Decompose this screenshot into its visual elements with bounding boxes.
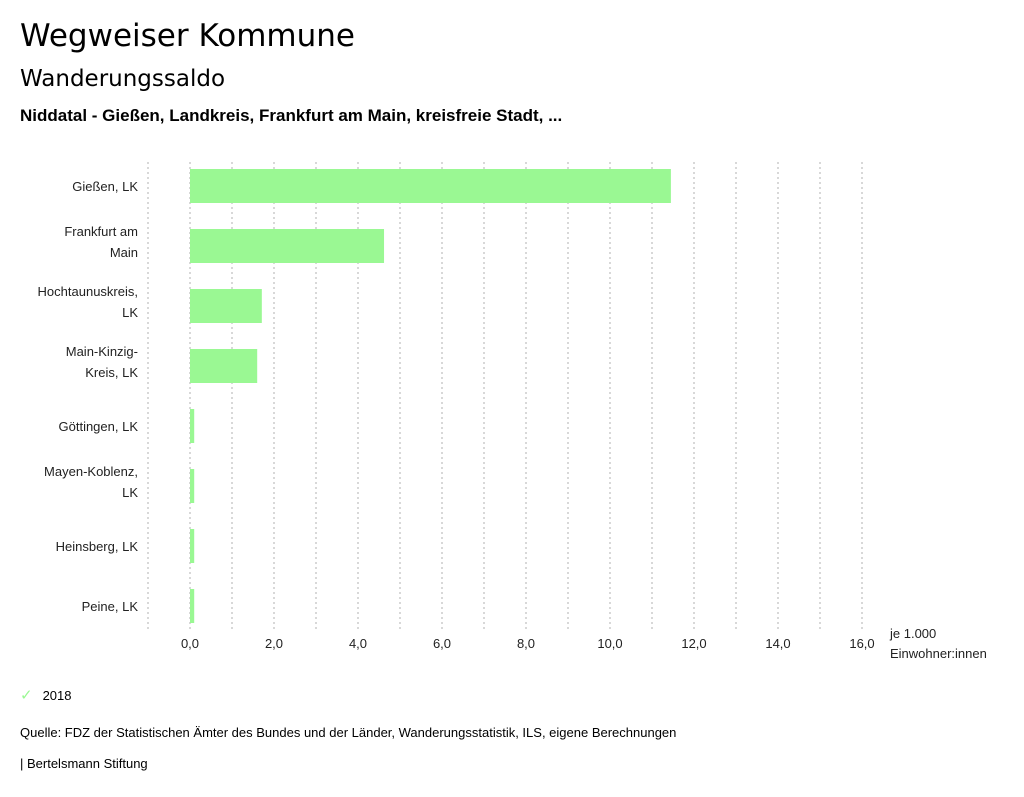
category-label: Kreis, LK bbox=[85, 365, 138, 380]
category-label: Main-Kinzig- bbox=[66, 344, 138, 359]
x-axis-label: Einwohner:innen bbox=[890, 646, 987, 661]
bar bbox=[190, 229, 385, 263]
bar-chart: 0,0 2,0 4,0 6,0 8,0 10,0 12,0 14,0 16,0 je 1.000 E… bbox=[38, 162, 987, 661]
check-icon: ✓ bbox=[20, 687, 33, 704]
x-tick-label: 2,0 bbox=[265, 636, 283, 651]
x-tick-label: 8,0 bbox=[517, 636, 535, 651]
indicator-title: Wanderungssaldo bbox=[20, 66, 226, 92]
x-tick-label: 16,0 bbox=[849, 636, 874, 651]
bar bbox=[190, 409, 195, 443]
x-tick-label: 4,0 bbox=[349, 636, 367, 651]
region-title: Niddatal - Gießen, Landkreis, Frankfurt … bbox=[20, 106, 563, 125]
bar bbox=[190, 289, 262, 323]
x-tick-label: 14,0 bbox=[765, 636, 790, 651]
page-title: Wegweiser Kommune bbox=[20, 18, 355, 54]
category-label: Hochtaunuskreis, bbox=[38, 284, 138, 299]
x-tick-label: 0,0 bbox=[181, 636, 199, 651]
bar bbox=[190, 469, 195, 503]
category-label: Göttingen, LK bbox=[59, 419, 139, 434]
category-label: Gießen, LK bbox=[72, 179, 138, 194]
legend-label: 2018 bbox=[42, 687, 72, 703]
category-label: Frankfurt am bbox=[64, 224, 138, 239]
bar bbox=[190, 589, 195, 623]
category-label: Mayen-Koblenz, bbox=[44, 464, 138, 479]
category-label: Peine, LK bbox=[82, 599, 139, 614]
x-tick-label: 10,0 bbox=[597, 636, 622, 651]
category-label: LK bbox=[122, 305, 138, 320]
bar bbox=[190, 529, 195, 563]
category-label: Heinsberg, LK bbox=[56, 539, 139, 554]
category-label: LK bbox=[122, 485, 138, 500]
x-tick-label: 6,0 bbox=[433, 636, 451, 651]
bar bbox=[190, 349, 258, 383]
category-label: Main bbox=[110, 245, 138, 260]
x-axis-label: je 1.000 bbox=[889, 626, 936, 641]
x-tick-label: 12,0 bbox=[681, 636, 706, 651]
brand-note: | Bertelsmann Stiftung bbox=[20, 756, 148, 771]
source-note: Quelle: FDZ der Statistischen Ämter des … bbox=[20, 725, 677, 740]
bar bbox=[190, 169, 671, 203]
legend-item-2018[interactable]: ✓ 2018 bbox=[20, 686, 72, 704]
